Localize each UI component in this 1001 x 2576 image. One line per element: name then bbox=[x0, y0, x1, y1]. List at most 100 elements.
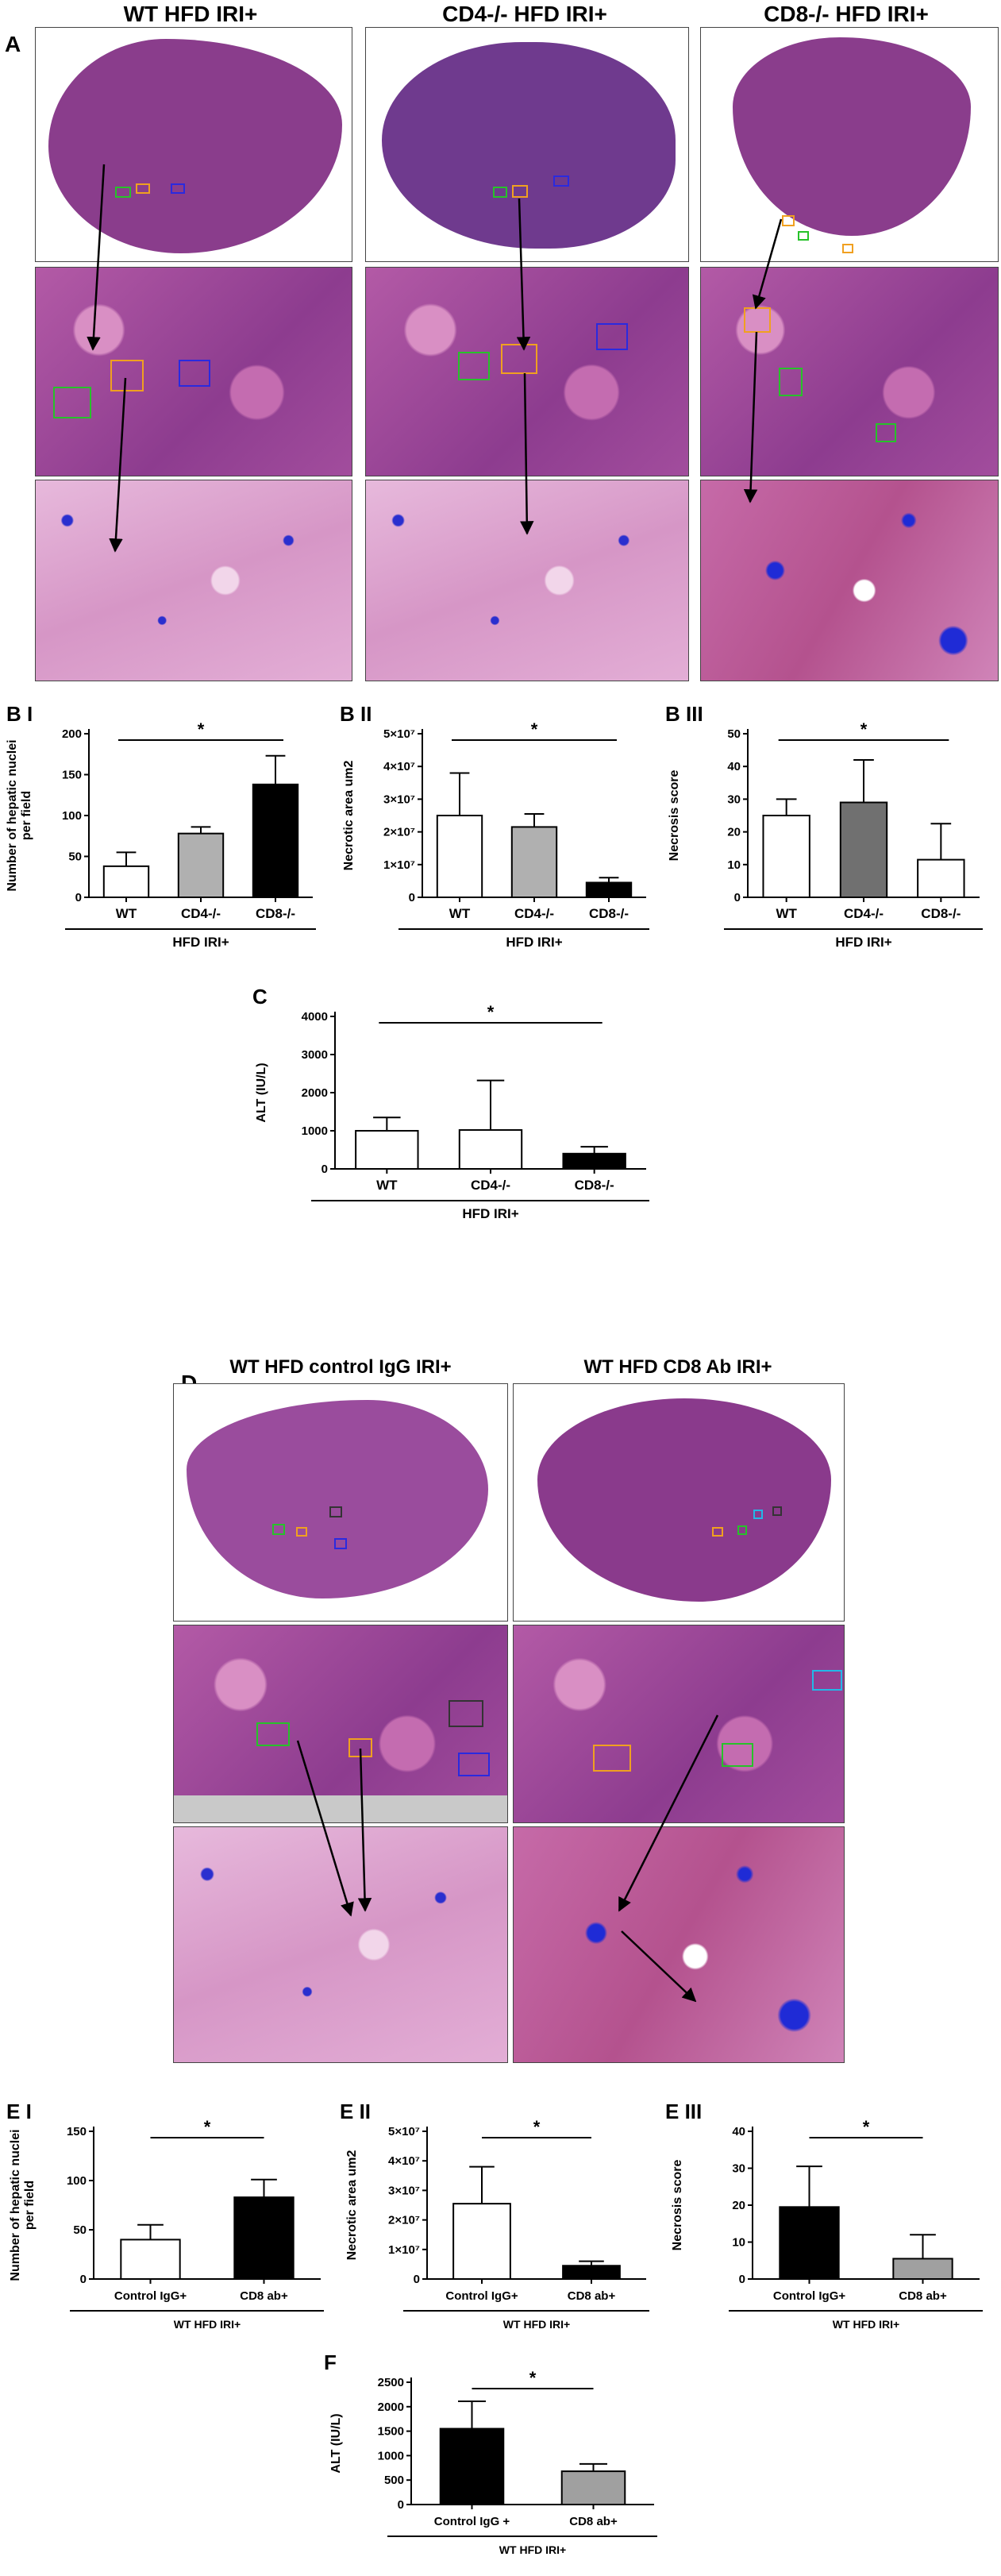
y-tick-label: 0 bbox=[409, 891, 415, 904]
y-tick-label: 3000 bbox=[302, 1048, 328, 1062]
arrow-icon bbox=[87, 164, 106, 351]
cd4-liver-overview-image bbox=[365, 27, 689, 262]
x-tick-label: CD4-/- bbox=[514, 906, 554, 921]
y-tick-label: 0 bbox=[414, 2273, 420, 2286]
panel-label: B III bbox=[665, 702, 703, 726]
y-axis-label: ALT (IU/L) bbox=[329, 2413, 343, 2473]
bar bbox=[892, 2258, 953, 2281]
panel-a-col-title-cd8: CD8-/- HFD IRI+ bbox=[764, 2, 929, 26]
significance-star: * bbox=[198, 719, 205, 739]
y-tick-label: 2×10⁷ bbox=[383, 826, 415, 839]
y-axis-label: ALT (IU/L) bbox=[255, 1062, 268, 1122]
group-label: WT HFD IRI+ bbox=[499, 2543, 566, 2556]
group-label: HFD IRI+ bbox=[835, 935, 891, 950]
significance-star: * bbox=[204, 2117, 211, 2137]
y-tick-label: 0 bbox=[734, 891, 741, 904]
bar bbox=[120, 2239, 181, 2280]
y-tick-label: 0 bbox=[739, 2273, 745, 2286]
y-tick-label: 20 bbox=[727, 826, 741, 839]
y-tick-label: 2×10⁷ bbox=[388, 2214, 420, 2227]
cd4-liver-medium-image bbox=[365, 267, 689, 476]
bar bbox=[562, 2265, 621, 2280]
wt-liver-overview-image bbox=[35, 27, 352, 262]
group-label: WT HFD IRI+ bbox=[174, 2318, 241, 2331]
panel-label: E I bbox=[6, 2100, 32, 2123]
y-tick-label: 150 bbox=[62, 769, 82, 782]
y-tick-label: 40 bbox=[727, 760, 741, 773]
x-tick-label: Control IgG+ bbox=[773, 2289, 845, 2303]
x-tick-label: Control IgG+ bbox=[445, 2289, 518, 2303]
y-tick-label: 1500 bbox=[378, 2425, 404, 2439]
bar bbox=[452, 2203, 511, 2280]
y-tick-label: 200 bbox=[62, 727, 82, 741]
bar bbox=[779, 2206, 840, 2280]
cd8-liver-high-image bbox=[700, 480, 999, 681]
panel-label: E II bbox=[340, 2100, 371, 2123]
y-tick-label: 1000 bbox=[302, 1124, 328, 1138]
panel-a-letter: A bbox=[5, 32, 21, 56]
x-tick-label: CD8 ab+ bbox=[240, 2289, 288, 2303]
y-tick-label: 4×10⁷ bbox=[383, 760, 415, 773]
y-tick-label: 0 bbox=[80, 2273, 87, 2286]
bar bbox=[762, 815, 810, 898]
y-axis-label: Necrotic area um2 bbox=[342, 761, 356, 871]
panel-a-arrows bbox=[87, 164, 783, 553]
y-tick-label: 100 bbox=[62, 809, 82, 823]
y-tick-label: 2000 bbox=[302, 1086, 328, 1100]
panel-label: B I bbox=[6, 702, 33, 726]
y-tick-label: 30 bbox=[732, 2162, 745, 2176]
x-tick-label: CD8 ab+ bbox=[899, 2289, 947, 2303]
panel-label: F bbox=[324, 2350, 337, 2374]
y-tick-label: 500 bbox=[384, 2474, 404, 2487]
y-axis-label: Necrotic area um2 bbox=[345, 2150, 359, 2261]
y-tick-label: 150 bbox=[67, 2125, 87, 2138]
igg-liver-high-image bbox=[173, 1826, 508, 2063]
bar bbox=[839, 801, 888, 899]
significance-star: * bbox=[863, 2117, 870, 2137]
panel-a-col-title-cd4: CD4-/- HFD IRI+ bbox=[442, 2, 607, 26]
bar bbox=[436, 815, 483, 898]
igg-liver-overview-image bbox=[173, 1383, 508, 1622]
y-tick-label: 3×10⁷ bbox=[383, 792, 415, 806]
panel-a-col-title-wt: WT HFD IRI+ bbox=[123, 2, 258, 26]
x-tick-label: CD4-/- bbox=[844, 906, 884, 921]
panel-label: B II bbox=[340, 702, 372, 726]
chart-b3: B III 0 10 20 30 40 50 Necrosis score WT CD4-/- CD… bbox=[665, 702, 983, 950]
significance-star: * bbox=[533, 2117, 541, 2137]
arrow-icon bbox=[752, 218, 783, 310]
y-axis-label: Number of hepatic nuclei bbox=[9, 2129, 22, 2281]
y-tick-label: 50 bbox=[73, 2223, 87, 2237]
x-tick-label: CD8-/- bbox=[256, 906, 295, 921]
bar bbox=[233, 2196, 295, 2280]
arrow-icon bbox=[357, 1748, 372, 1912]
y-tick-label: 10 bbox=[732, 2236, 745, 2250]
y-tick-label: 4×10⁷ bbox=[388, 2154, 420, 2168]
x-tick-label: WT bbox=[776, 906, 797, 921]
x-tick-label: WT bbox=[376, 1178, 398, 1193]
group-label: WT HFD IRI+ bbox=[833, 2318, 899, 2331]
group-label: WT HFD IRI+ bbox=[503, 2318, 570, 2331]
bar bbox=[458, 1129, 523, 1170]
significance-star: * bbox=[487, 1002, 495, 1022]
x-tick-label: CD8-/- bbox=[575, 1178, 614, 1193]
group-label: HFD IRI+ bbox=[462, 1206, 518, 1221]
x-tick-label: CD8-/- bbox=[921, 906, 961, 921]
bar bbox=[560, 2470, 626, 2505]
y-tick-label: 2000 bbox=[378, 2401, 404, 2414]
y-tick-label: 3×10⁷ bbox=[388, 2184, 420, 2197]
chart-b2: B II 0 1×10⁷ 2×10⁷ 3×10⁷ 4×10⁷ 5×10⁷ Necrotic a… bbox=[340, 702, 649, 950]
y-tick-label: 40 bbox=[732, 2125, 745, 2138]
y-axis-label: per field bbox=[20, 791, 33, 840]
cd8ab-liver-high-image bbox=[513, 1826, 845, 2063]
arrow-icon bbox=[520, 372, 534, 535]
y-tick-label: 0 bbox=[398, 2498, 404, 2512]
chart-e1: E I 0 50 100 150 Number of hepatic nuclei per … bbox=[6, 2100, 324, 2331]
bar bbox=[252, 783, 299, 898]
cd8-liver-overview-image bbox=[700, 27, 999, 262]
cd8ab-liver-medium-image bbox=[513, 1625, 845, 1823]
y-tick-label: 1×10⁷ bbox=[383, 858, 415, 872]
arrow-icon bbox=[743, 331, 758, 503]
y-tick-label: 5×10⁷ bbox=[383, 727, 415, 741]
chart-e3: E III 0 10 20 30 40 Necrosis score Control IgG+… bbox=[665, 2100, 983, 2331]
bar bbox=[585, 881, 633, 899]
